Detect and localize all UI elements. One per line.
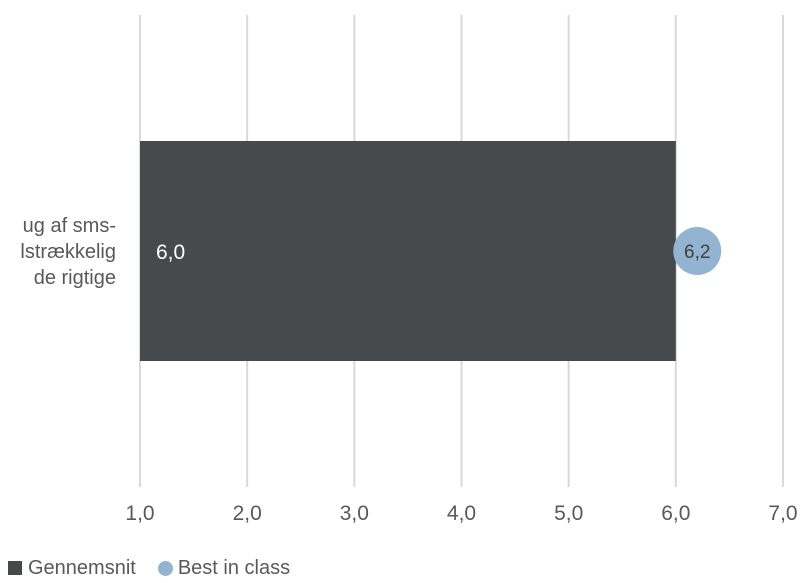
legend-square-swatch (8, 561, 22, 575)
x-tick-label-2: 3,0 (340, 502, 369, 525)
x-tick-label-1: 2,0 (233, 502, 262, 525)
x-tick-label-0: 1,0 (125, 502, 154, 525)
marker-best-in-class (673, 227, 722, 275)
x-axis-tick-labels: 1,0 2,0 3,0 4,0 5,0 6,0 7,0 (125, 502, 797, 525)
bar-gennemsnit (140, 141, 676, 361)
markers: 6,2 (673, 227, 722, 275)
x-tick-label-5: 6,0 (661, 502, 690, 525)
legend-item-best-in-class: Best in class (157, 556, 291, 580)
legend-item-gennemsnit: Gennemsnit (8, 556, 136, 580)
category-label-line-1: lstrækkelig (20, 241, 116, 263)
category-labels: ug af sms-lstrækkelig de rigtige (20, 215, 116, 289)
bar-value-label: 6,0 (156, 241, 185, 264)
x-tick-label-3: 4,0 (447, 502, 476, 525)
marker-value-label: 6,2 (684, 242, 710, 263)
x-tick-label-4: 5,0 (554, 502, 583, 525)
category-label-line-2: de rigtige (34, 267, 116, 289)
legend: Gennemsnit Best in class (8, 556, 312, 580)
x-tick-label-6: 7,0 (768, 502, 797, 525)
legend-label-best-in-class: Best in class (177, 557, 291, 579)
legend-label-gennemsnit: Gennemsnit (28, 557, 136, 579)
legend-circle-swatch (157, 560, 173, 576)
bars: 6,0 (140, 141, 676, 361)
category-label-line-0: ug af sms- (23, 215, 116, 237)
